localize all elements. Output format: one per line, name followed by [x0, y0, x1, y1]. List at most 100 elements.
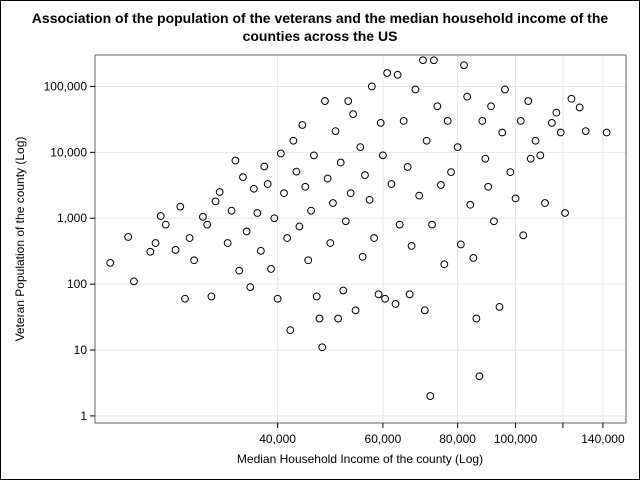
data-point: [506, 168, 515, 177]
data-point: [478, 116, 487, 125]
data-point: [318, 343, 327, 352]
data-point: [466, 200, 475, 209]
data-point: [426, 392, 435, 400]
data-point: [215, 188, 224, 196]
data-point: [356, 143, 365, 152]
data-point: [511, 194, 520, 203]
data-point: [286, 326, 295, 335]
data-point: [541, 199, 549, 207]
data-point: [323, 174, 332, 183]
data-point: [321, 97, 329, 105]
data-point: [246, 283, 255, 292]
data-point: [190, 256, 199, 265]
x-tick-label: 140,000: [581, 432, 625, 446]
data-point: [315, 314, 324, 323]
data-point: [415, 191, 424, 200]
data-point: [106, 258, 115, 267]
data-point: [411, 85, 420, 94]
data-point: [447, 168, 455, 177]
data-point: [561, 209, 569, 217]
data-point: [403, 163, 412, 171]
y-axis-ticks: 1 10 100 1,000 10,000 100,000: [44, 79, 95, 423]
x-tick-label: 80,000: [439, 432, 476, 446]
data-point: [351, 306, 360, 315]
data-point: [456, 240, 465, 249]
data-point: [249, 184, 258, 193]
y-tick-label: 10: [74, 343, 88, 357]
data-point: [235, 266, 244, 275]
x-tick-label: 100,000: [494, 432, 538, 446]
data-point: [469, 253, 478, 262]
data-point: [399, 116, 408, 125]
data-point: [472, 314, 481, 323]
data-point: [267, 265, 275, 273]
data-point: [575, 103, 584, 112]
data-point: [227, 206, 236, 215]
data-point: [581, 127, 590, 135]
data-point: [487, 102, 495, 111]
data-point: [341, 217, 350, 226]
data-point: [516, 116, 525, 125]
data-point: [365, 195, 374, 204]
data-point: [176, 202, 185, 211]
data-point: [536, 151, 545, 160]
data-point: [428, 220, 436, 229]
x-tick-label: 60,000: [365, 432, 402, 446]
data-point: [344, 97, 353, 105]
data-point: [391, 300, 400, 308]
data-point: [552, 108, 561, 117]
data-point: [203, 220, 212, 229]
data-point: [524, 97, 533, 105]
data-point: [526, 154, 535, 163]
x-axis-label: Median Household Income of the county (L…: [237, 452, 483, 466]
data-point: [239, 173, 247, 182]
y-axis-label: Veteran Population of the county (Log): [13, 137, 27, 342]
data-point: [433, 102, 442, 111]
data-point: [326, 239, 335, 247]
data-point: [374, 290, 383, 299]
data-point: [547, 118, 556, 127]
data-point: [289, 136, 298, 145]
data-point: [207, 292, 216, 301]
data-point: [395, 220, 404, 229]
data-point: [367, 82, 376, 91]
data-point: [295, 222, 304, 231]
y-tick-label: 100,000: [44, 79, 88, 93]
data-point: [436, 181, 445, 189]
data-point: [501, 85, 509, 94]
data-point: [346, 189, 355, 198]
chart-title-line-2: counties across the US: [242, 28, 398, 44]
data-point: [304, 256, 313, 265]
data-point: [361, 171, 369, 180]
data-point: [463, 92, 472, 101]
data-point: [151, 239, 160, 247]
data-point: [181, 294, 189, 303]
data-point: [440, 260, 449, 269]
data-point: [260, 162, 269, 171]
data-point: [460, 61, 468, 70]
data-point: [256, 246, 265, 255]
data-point: [211, 197, 220, 206]
data-point: [242, 227, 251, 236]
data-point: [253, 209, 262, 217]
x-axis-ticks: 40,000 60,000 80,000 100,000 140,000: [259, 423, 625, 446]
data-point: [349, 110, 358, 119]
chart-title-line-1: Association of the population of the vet…: [31, 10, 609, 26]
plot-area-border: [94, 54, 627, 424]
data-point: [407, 242, 416, 250]
data-point: [481, 154, 490, 163]
data-point: [383, 69, 392, 77]
data-point: [310, 151, 318, 160]
data-point: [519, 231, 528, 240]
data-point: [387, 180, 396, 188]
data-point: [370, 234, 379, 242]
data-point: [199, 212, 207, 221]
data-point: [498, 128, 507, 137]
data-point: [273, 294, 282, 303]
data-point: [556, 128, 565, 137]
data-point: [376, 118, 385, 127]
data-point: [420, 306, 429, 315]
data-point: [334, 314, 343, 323]
